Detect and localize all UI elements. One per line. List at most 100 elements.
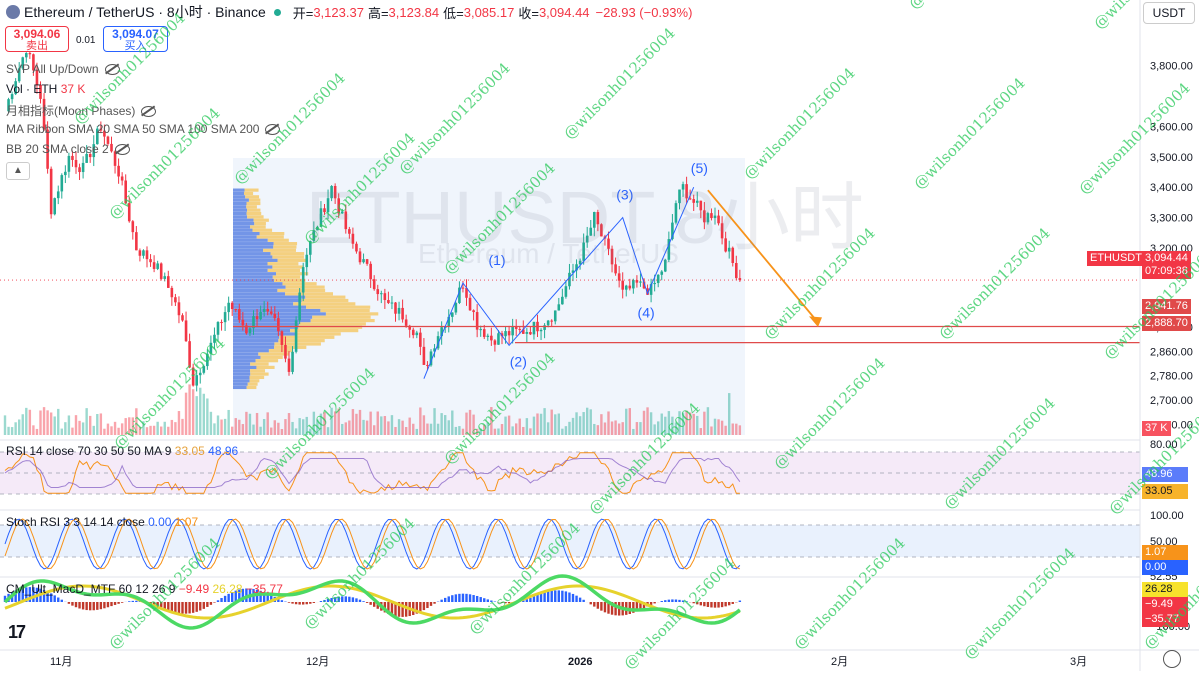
- volume-bar: [366, 421, 368, 435]
- candle-body: [195, 375, 198, 385]
- candle-body: [71, 156, 74, 160]
- volume-profile-bar-down: [256, 366, 274, 369]
- volume-bar: [412, 424, 414, 435]
- volume-profile-bar-down: [274, 242, 297, 245]
- hidden-eye-icon[interactable]: [265, 124, 280, 135]
- volume-profile-bar-down: [249, 199, 260, 202]
- macd-hist-bar: [362, 601, 364, 602]
- macd-hist-bar: [529, 598, 531, 602]
- volume-bar: [664, 417, 666, 435]
- price-axis-tick: 2,860.00: [1150, 346, 1193, 358]
- macd-hist-bar: [128, 601, 130, 602]
- volume-bar: [348, 421, 350, 435]
- macd-hist-bar: [579, 598, 581, 602]
- macd-hist-bar: [171, 602, 173, 611]
- volume-bar: [274, 420, 276, 435]
- volume-profile-bar-up: [233, 262, 268, 265]
- volume-bar: [430, 424, 432, 435]
- volume-profile-bar-down: [279, 336, 334, 339]
- macd-hist-bar: [96, 602, 98, 610]
- candle-body: [494, 340, 497, 344]
- volume-bar: [196, 396, 198, 435]
- volume-bar: [217, 415, 219, 435]
- volume-profile-bar-down: [268, 262, 299, 265]
- rsi-legend[interactable]: RSI 14 close 70 30 50 50 MA 9 33.05 48.9…: [6, 444, 238, 458]
- volume-bar: [352, 409, 354, 435]
- macd-hist-bar: [462, 594, 464, 602]
- volume-bar: [661, 414, 663, 435]
- volume-profile-bar-up: [233, 192, 244, 195]
- candle-body: [284, 345, 287, 359]
- volume-profile-bar-down: [268, 269, 300, 272]
- collapse-legend-button[interactable]: ▲: [6, 162, 30, 180]
- indicator-ma-ribbon[interactable]: MA Ribbon SMA 20 SMA 50 SMA 100 SMA 200: [6, 122, 280, 136]
- hidden-eye-icon[interactable]: [141, 106, 156, 117]
- candle-body: [25, 53, 28, 57]
- volume-bar: [469, 410, 471, 435]
- time-axis-tick: 2026: [568, 656, 592, 668]
- macd-legend[interactable]: CM_Ult_MacD_MTF 60 12 26 9 −9.49 26.28 −…: [6, 582, 283, 596]
- volume-bar: [85, 408, 87, 435]
- volume-profile-bar-up: [233, 205, 246, 208]
- currency-button[interactable]: USDT: [1143, 2, 1195, 24]
- candle-body: [78, 167, 81, 172]
- volume-profile-bar-down: [286, 286, 325, 289]
- stoch-legend[interactable]: Stoch RSI 3 3 14 14 close 0.00 1.07: [6, 515, 198, 529]
- macd-hist-bar: [178, 602, 180, 613]
- hidden-eye-icon[interactable]: [115, 144, 130, 155]
- volume-bar: [405, 427, 407, 435]
- macd-hist-bar: [345, 596, 347, 602]
- time-axis-tick: 2月: [831, 656, 848, 668]
- settings-gear-icon[interactable]: [1163, 650, 1181, 668]
- macd-hist-bar: [185, 602, 187, 614]
- macd-hist-bar: [504, 602, 506, 603]
- volume-bar: [551, 410, 553, 435]
- volume-bar: [235, 418, 237, 435]
- volume-profile-bar-down: [245, 195, 259, 198]
- macd-hist-bar: [352, 597, 354, 602]
- macd-hist-bar: [281, 600, 283, 602]
- macd-hist-bar: [103, 602, 105, 608]
- volume-bar: [604, 422, 606, 435]
- macd-hist-bar: [565, 591, 567, 602]
- candle-body: [117, 166, 120, 177]
- macd-hist-bar: [561, 591, 563, 602]
- volume-bar: [685, 411, 687, 435]
- volume-bar: [437, 424, 439, 435]
- volume-bar: [359, 410, 361, 435]
- macd-hist-bar: [721, 602, 723, 607]
- candle-body: [660, 272, 663, 275]
- indicator-bb[interactable]: BB 20 SMA close 2: [6, 142, 130, 156]
- volume-profile-bar-up: [233, 309, 320, 312]
- symbol-title[interactable]: Ethereum / TetherUS · 8小时 · Binance: [24, 2, 266, 22]
- volume-profile-bar-up: [233, 376, 249, 379]
- candle-body: [213, 335, 216, 343]
- volume-profile-bar-up: [233, 235, 257, 238]
- candle-body: [416, 333, 419, 336]
- volume-profile-bar-down: [250, 225, 266, 228]
- candle-body: [249, 328, 252, 333]
- candle-body: [398, 308, 401, 314]
- macd-hist-bar: [295, 602, 297, 604]
- volume-profile-bar-up: [233, 209, 247, 212]
- macd-hist-bar: [206, 602, 208, 607]
- indicator-svp[interactable]: SVP All Up/Down: [6, 62, 120, 76]
- candle-body: [426, 365, 429, 366]
- tradingview-logo-icon[interactable]: 17: [8, 622, 24, 643]
- volume-bar: [565, 426, 567, 435]
- indicator-volume[interactable]: Vol · ETH 37 K: [6, 82, 85, 96]
- volume-bar: [302, 419, 304, 435]
- macd-hist-bar: [490, 601, 492, 602]
- volume-bar: [14, 422, 16, 435]
- volume-bar: [252, 425, 254, 435]
- hidden-eye-icon[interactable]: [105, 64, 120, 75]
- candle-body: [242, 320, 245, 326]
- indicator-moon-phases[interactable]: 月相指标(Moon Phases): [6, 102, 156, 119]
- candle-body: [142, 250, 145, 255]
- volume-profile-bar-down: [268, 239, 289, 242]
- volume-profile-bar-up: [233, 265, 272, 268]
- volume-bar: [295, 428, 297, 435]
